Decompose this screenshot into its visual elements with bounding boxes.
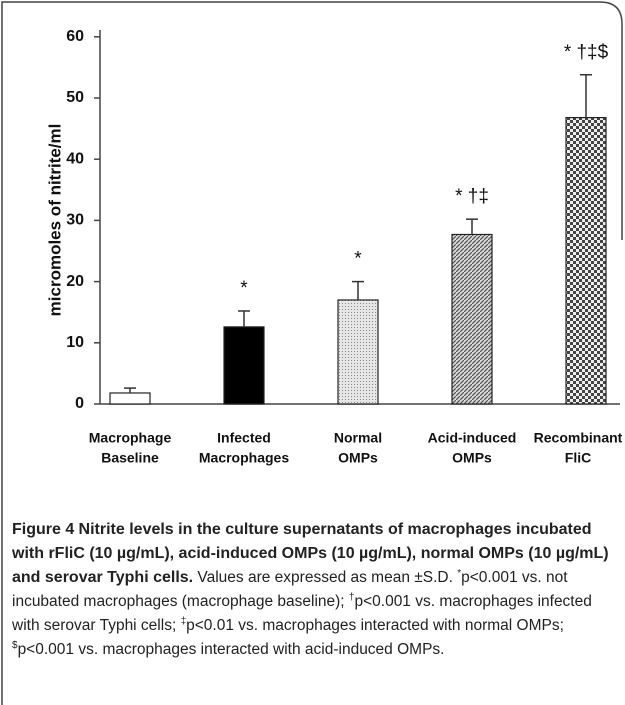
x-tick-label: OMPs — [338, 450, 378, 466]
x-tick-label: Macrophage — [89, 430, 172, 446]
significance-label: * — [354, 249, 362, 270]
x-tick-label: Baseline — [101, 450, 159, 466]
caption-superscript: ‡ — [180, 615, 187, 627]
caption-text: p<0.001 vs. macrophages interacted with … — [17, 641, 445, 658]
y-tick-label: 40 — [66, 150, 84, 167]
significance-label: * — [240, 278, 248, 299]
caption-superscript: † — [348, 591, 355, 603]
x-tick-label: OMPs — [452, 450, 492, 466]
x-tick-label: Infected — [217, 430, 271, 446]
bar — [109, 392, 151, 405]
caption-superscript: * — [457, 567, 462, 579]
x-tick-label: FliC — [565, 450, 591, 466]
caption-text: p<0.01 vs. macrophages interacted with n… — [186, 617, 564, 634]
significance-label: * †‡$ — [564, 42, 609, 63]
y-tick-label: 60 — [66, 28, 84, 45]
caption-body: Values are expressed as mean ±S.D. *p<0.… — [12, 567, 592, 658]
figure-caption: Figure 4 Nitrite levels in the culture s… — [12, 518, 616, 662]
y-tick-label: 50 — [66, 89, 84, 106]
y-tick-label: 10 — [66, 334, 84, 351]
bar — [565, 116, 607, 405]
bar — [337, 299, 379, 405]
y-tick-label: 30 — [66, 212, 84, 229]
y-tick-label: 20 — [66, 273, 84, 290]
caption-text: Values are expressed as mean ±S.D. — [197, 569, 458, 586]
y-axis-label: micromoles of nitrite/ml — [45, 124, 64, 317]
caption-text: p<0.001 vs. not incubated macrophages (m… — [12, 569, 568, 610]
x-tick-label: Acid-induced — [428, 430, 517, 446]
y-tick-label: 0 — [75, 395, 84, 412]
caption-title: Nitrite levels in the culture supernatan… — [12, 521, 609, 586]
bar — [451, 233, 493, 405]
x-tick-label: Recombinant — [534, 430, 623, 446]
x-tick-label: Macrophages — [199, 450, 289, 466]
significance-label: * †‡ — [455, 186, 489, 207]
caption-superscript: $ — [12, 639, 18, 651]
bar — [223, 326, 265, 405]
x-tick-label: Normal — [334, 430, 382, 446]
caption-text: p<0.001 vs. macrophages infected with se… — [12, 593, 592, 634]
caption-label: Figure 4 — [12, 521, 75, 538]
